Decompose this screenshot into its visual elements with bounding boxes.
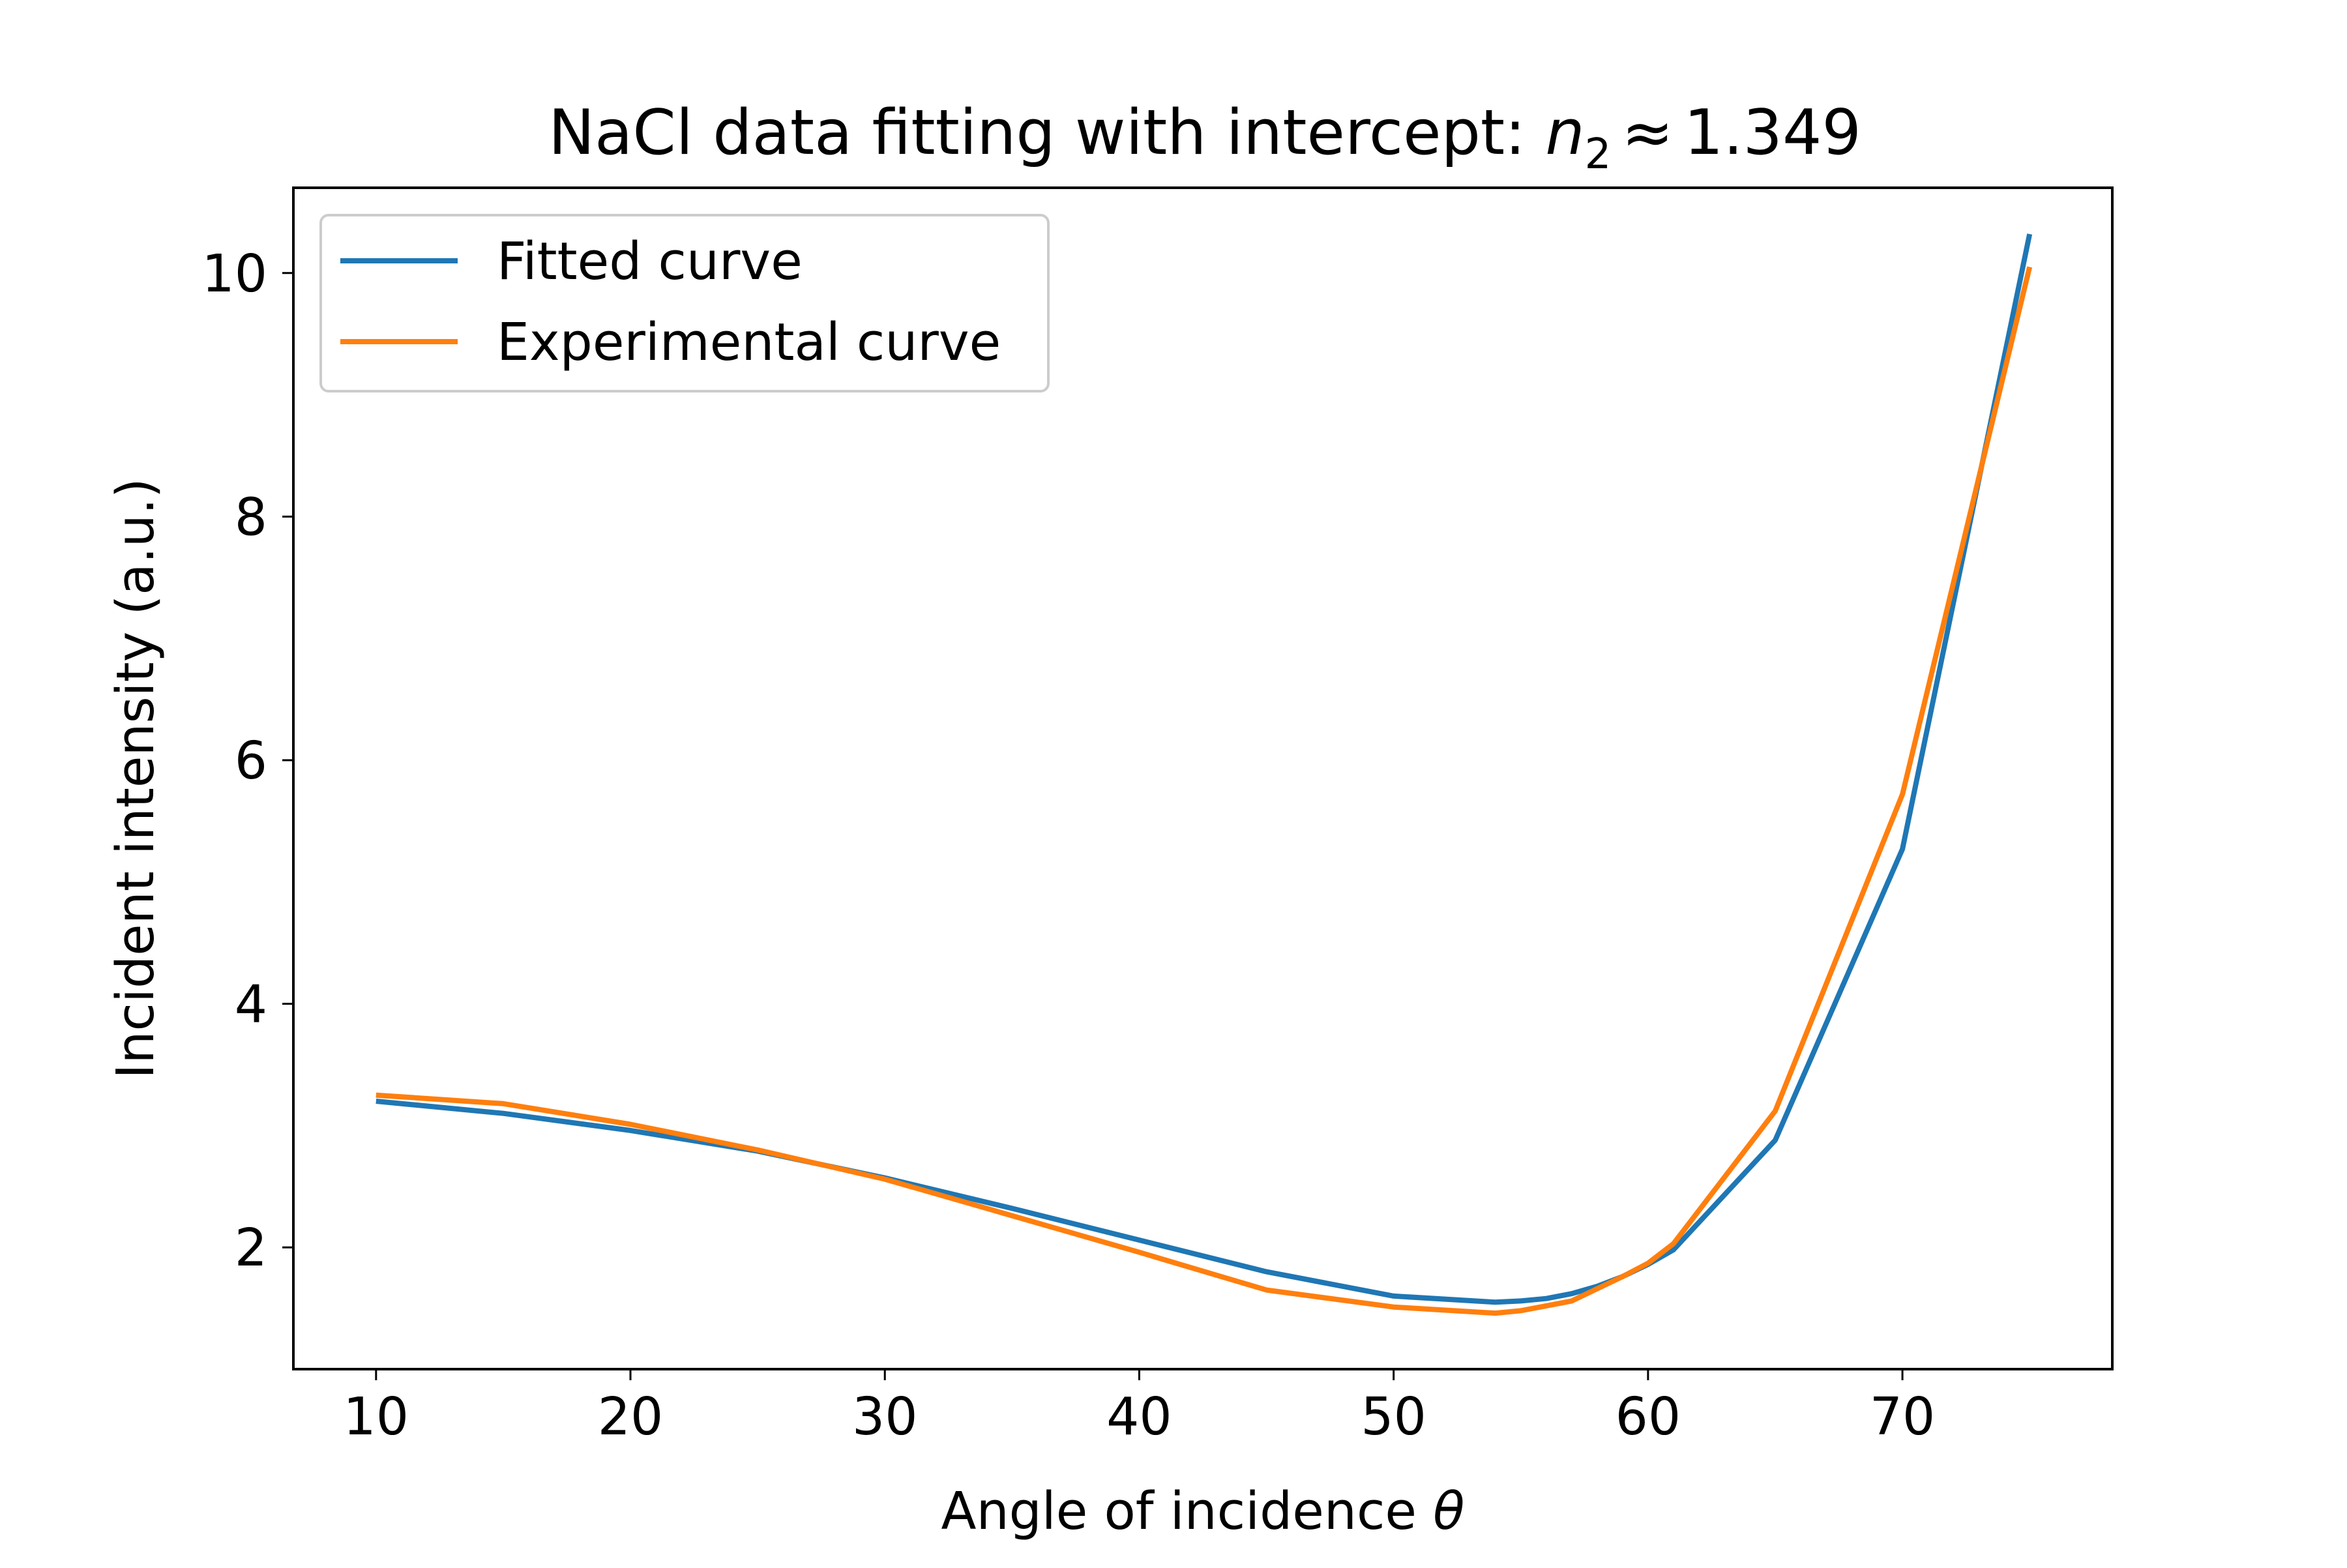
y-tick-label: 2 bbox=[235, 1218, 267, 1278]
y-tick-label: 8 bbox=[235, 487, 267, 547]
y-tick-label: 6 bbox=[235, 731, 267, 791]
y-axis-label: Incident intensity (a.u.) bbox=[106, 478, 166, 1079]
x-axis: 10 20 30 40 50 60 70 bbox=[344, 1369, 1936, 1447]
x-tick-label: 40 bbox=[1106, 1387, 1172, 1447]
legend-label-experimental-curve: Experimental curve bbox=[497, 312, 1001, 372]
series-line-experimental-curve bbox=[376, 266, 2033, 1316]
x-tick-label: 50 bbox=[1361, 1387, 1426, 1447]
x-tick-label: 30 bbox=[852, 1387, 918, 1447]
x-tick-label: 60 bbox=[1616, 1387, 1681, 1447]
legend: Fitted curve Experimental curve bbox=[319, 214, 1050, 392]
x-tick-label: 70 bbox=[1870, 1387, 1936, 1447]
x-tick-label: 10 bbox=[344, 1387, 409, 1447]
y-tick-label: 10 bbox=[201, 244, 267, 304]
legend-box bbox=[319, 214, 1050, 392]
x-tick-label: 20 bbox=[598, 1387, 664, 1447]
series-layer bbox=[376, 233, 2033, 1316]
x-axis-label: Angle of incidence θ bbox=[941, 1481, 1465, 1541]
y-axis: 2 4 6 8 10 bbox=[201, 244, 293, 1278]
legend-label-fitted-curve: Fitted curve bbox=[497, 231, 803, 291]
chart-title: NaCl data fitting with intercept: n2 ≈1.3… bbox=[548, 97, 1861, 179]
y-tick-label: 4 bbox=[235, 975, 267, 1035]
